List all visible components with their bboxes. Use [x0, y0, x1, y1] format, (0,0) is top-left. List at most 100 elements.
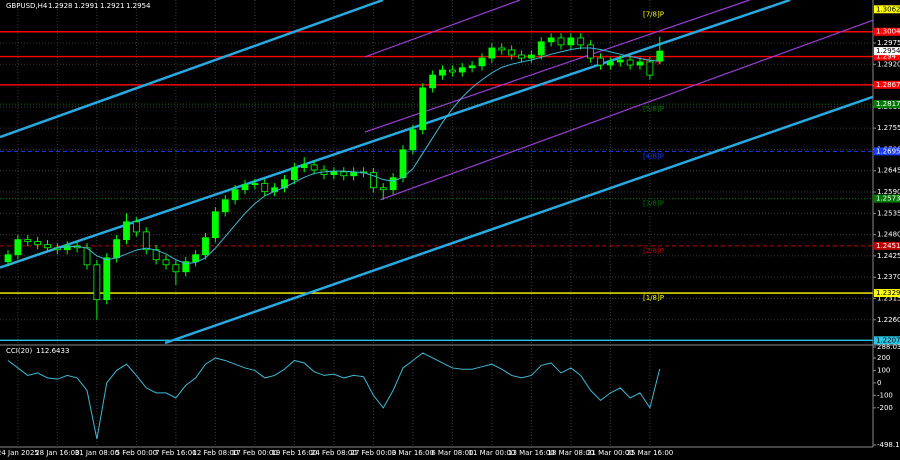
y-tick-label: 0: [877, 379, 881, 387]
candle-body: [192, 254, 200, 263]
level-price: 1.3062: [876, 5, 900, 13]
level-label: [5/8]P: [643, 105, 664, 113]
level-price: 1.2695: [876, 147, 900, 155]
indicator-title: CCI(20): [6, 347, 32, 355]
candle-body: [379, 187, 387, 191]
candle-body: [409, 129, 417, 151]
x-tick-label: 27 Feb 00:00: [350, 449, 396, 457]
candle-body: [468, 65, 476, 69]
candle-body: [14, 239, 22, 256]
candle-body: [261, 183, 269, 193]
candle-body: [172, 264, 180, 273]
candle-body: [626, 59, 634, 66]
candle-body: [399, 149, 407, 179]
level-price: 1.294: [876, 53, 897, 61]
series-line: [7, 352, 661, 440]
level-price: 1.2817: [876, 100, 900, 108]
candle-body: [597, 57, 604, 66]
candle-body: [448, 69, 456, 73]
candle-body: [290, 167, 298, 181]
candle-body: [123, 221, 130, 241]
candle-body: [211, 211, 219, 239]
level-box: [874, 80, 900, 89]
candle-body: [300, 164, 308, 169]
level-price: 1.3004: [876, 28, 900, 36]
level-box: [874, 336, 900, 345]
candle-body: [508, 49, 516, 56]
open-value: 1.2928: [48, 2, 73, 10]
x-tick-label: 18 Mar 08:00: [548, 449, 595, 457]
x-tick-label: 21 Mar 00:00: [587, 449, 634, 457]
y-tick-label: 200: [877, 354, 890, 362]
candle-body: [24, 239, 32, 242]
y-tick-label: 1.2755: [877, 124, 900, 132]
y-tick-label: 1.2590: [877, 188, 900, 196]
x-tick-label: 25 Mar 16:00: [627, 449, 674, 457]
candle-body: [429, 74, 437, 89]
candle-body: [221, 199, 229, 213]
price-box: [874, 47, 900, 56]
candle-body: [330, 171, 338, 175]
candle-body: [606, 61, 614, 66]
x-tick-label: 17 Feb 00:00: [232, 449, 278, 457]
level-box: [874, 147, 900, 156]
candle-body: [577, 37, 585, 46]
candle-body: [34, 241, 42, 246]
level-label: [2/8]P: [643, 247, 664, 255]
y-tick-label: -100: [877, 391, 893, 399]
level-price: 1.2329: [876, 289, 900, 297]
level-label: [6/8]P: [643, 58, 664, 66]
candle-body: [547, 37, 555, 43]
level-label: [3/8]P: [643, 200, 664, 208]
candle-body: [241, 184, 249, 191]
candle-body: [142, 231, 150, 251]
price-label: 1.2954: [876, 47, 900, 55]
candle-body: [419, 87, 427, 131]
y-tick-label: 1.2370: [877, 273, 900, 281]
candle-body: [113, 239, 121, 259]
candle-body: [182, 261, 190, 273]
y-tick-label: 1.2645: [877, 167, 900, 175]
candle-body: [44, 244, 51, 249]
trendline: [380, 19, 874, 201]
close-value: 1.2954: [126, 2, 151, 10]
candle-body: [587, 44, 595, 59]
candle-body: [458, 67, 466, 73]
level-price: 1.2573: [876, 195, 900, 203]
y-tick-label: 1.2315: [877, 294, 900, 302]
trendline: [364, 0, 521, 58]
candle-body: [132, 221, 140, 233]
candle-body: [656, 50, 664, 62]
candle-body: [162, 259, 170, 266]
candle-body: [557, 37, 565, 46]
x-tick-label: 7 Feb 16:00: [155, 449, 196, 457]
level-label: [4/8]P: [643, 152, 664, 160]
level-box: [874, 52, 900, 61]
candle-body: [478, 57, 486, 67]
x-tick-label: 19 Feb 16:00: [271, 449, 317, 457]
y-tick-label: 288.0313: [877, 343, 900, 351]
level-label: [1/8]P: [643, 294, 664, 302]
y-tick-label: -498.1538: [877, 441, 900, 449]
candle-body: [231, 189, 239, 201]
candle-body: [251, 183, 259, 186]
trendline: [364, 0, 750, 133]
candle-body: [636, 61, 644, 66]
candle-body: [389, 177, 397, 191]
level-box: [874, 5, 900, 14]
level-box: [874, 241, 900, 250]
level-price: 1.2867: [876, 81, 900, 89]
x-tick-label: 24 Jan 2025: [0, 449, 39, 457]
x-tick-label: 5 Feb 00:00: [116, 449, 157, 457]
candle-body: [310, 164, 318, 171]
low-value: 1.2921: [100, 2, 125, 10]
x-tick-label: 24 Feb 08:00: [311, 449, 357, 457]
trendline: [0, 0, 384, 139]
candle-body: [369, 172, 377, 189]
x-tick-label: 3 Mar 16:00: [392, 449, 434, 457]
x-tick-label: 13 Mar 16:00: [508, 449, 555, 457]
level-price: 1.2451: [876, 242, 900, 250]
candle-body: [616, 59, 624, 63]
